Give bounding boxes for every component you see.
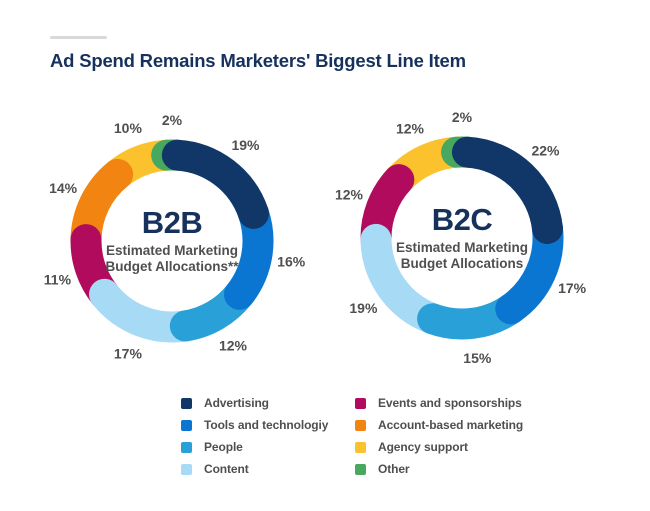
percent-label-other: 2% bbox=[162, 112, 183, 128]
page-title: Ad Spend Remains Marketers' Biggest Line… bbox=[50, 50, 466, 71]
legend-label: Events and sponsorships bbox=[378, 396, 522, 410]
percent-label-people: 15% bbox=[463, 350, 492, 366]
legend-swatch-lightblue bbox=[181, 463, 192, 475]
segment-advertising bbox=[161, 139, 269, 229]
percent-label-tools-and-technologiy: 17% bbox=[558, 280, 587, 296]
legend-swatch-blue bbox=[181, 419, 192, 431]
donut-b2c: 2% 22% 17% 15% 19% 12% 12% bbox=[335, 109, 587, 366]
segment-advertising bbox=[451, 136, 563, 244]
legend-item-content: Content bbox=[181, 458, 355, 480]
legend-label: Agency support bbox=[378, 440, 468, 454]
legend-swatch-green bbox=[355, 463, 366, 475]
percent-label-advertising: 22% bbox=[531, 142, 560, 158]
legend: Advertising Tools and technologiy People Co… bbox=[181, 392, 523, 480]
percent-label-events-and-sponsorships: 11% bbox=[44, 272, 72, 288]
percent-label-agency-support: 12% bbox=[396, 121, 425, 137]
percent-label-tools-and-technologiy: 16% bbox=[277, 254, 306, 270]
percent-label-advertising: 19% bbox=[231, 137, 260, 153]
legend-label: Advertising bbox=[204, 396, 269, 410]
legend-column-2: Events and sponsorships Account-based mar… bbox=[355, 392, 523, 480]
percent-label-other: 2% bbox=[452, 109, 473, 125]
legend-swatch-cyan bbox=[181, 441, 192, 453]
legend-swatch-magenta bbox=[355, 397, 366, 409]
legend-label: Account-based marketing bbox=[378, 418, 524, 432]
legend-item-agency-support: Agency support bbox=[355, 436, 523, 458]
legend-column-1: Advertising Tools and technologiy People Co… bbox=[181, 392, 355, 480]
legend-item-advertising: Advertising bbox=[181, 392, 355, 414]
legend-item-account-based-marketing: Account-based marketing bbox=[355, 414, 523, 436]
legend-label: People bbox=[204, 440, 243, 454]
legend-swatch-navy bbox=[181, 397, 192, 409]
legend-item-people: People bbox=[181, 436, 355, 458]
percent-label-events-and-sponsorships: 12% bbox=[335, 187, 364, 203]
legend-item-tools-and-technologiy: Tools and technologiy bbox=[181, 414, 355, 436]
donut-b2b: 2% 19% 16% 12% 17% 11% 14% 10% bbox=[44, 112, 306, 362]
legend-label: Other bbox=[378, 462, 410, 476]
accent-dash bbox=[50, 36, 107, 39]
legend-swatch-yellow bbox=[355, 441, 366, 453]
legend-item-events-and-sponsorships: Events and sponsorships bbox=[355, 392, 523, 414]
legend-label: Content bbox=[204, 462, 249, 476]
legend-swatch-orange bbox=[355, 419, 366, 431]
percent-label-account-based-marketing: 14% bbox=[49, 180, 78, 196]
percent-label-content: 19% bbox=[349, 300, 378, 316]
legend-item-other: Other bbox=[355, 458, 523, 480]
percent-label-content: 17% bbox=[114, 346, 143, 362]
legend-label: Tools and technologiy bbox=[204, 418, 329, 432]
percent-label-agency-support: 10% bbox=[114, 120, 143, 136]
percent-label-people: 12% bbox=[219, 337, 248, 353]
